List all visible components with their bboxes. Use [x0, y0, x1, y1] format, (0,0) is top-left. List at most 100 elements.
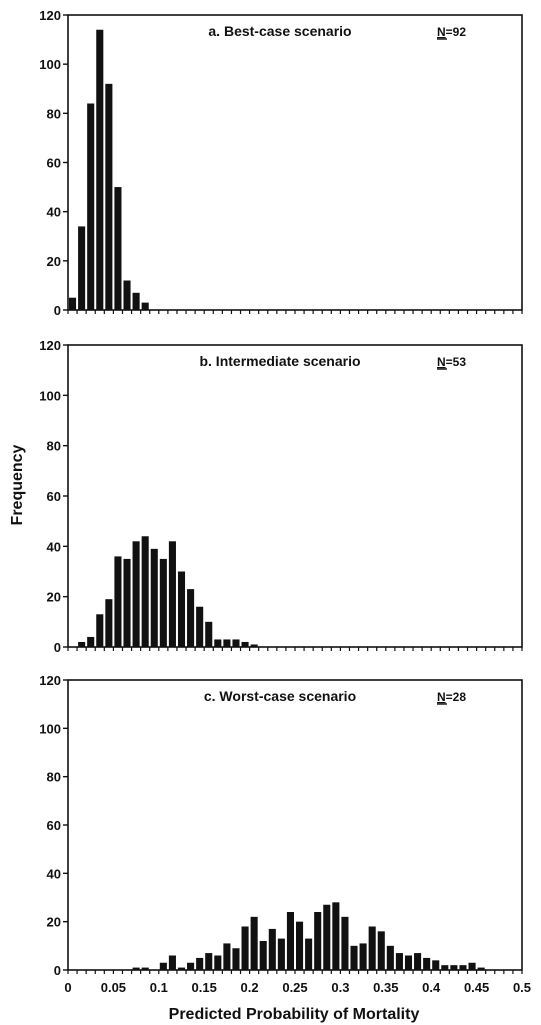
histogram-bar	[223, 639, 231, 647]
histogram-bar	[123, 280, 131, 310]
histogram-bar	[205, 621, 213, 647]
y-tick-label: 120	[39, 338, 61, 353]
histogram-bar	[141, 302, 149, 310]
histogram-bar	[377, 931, 385, 970]
histogram-bar	[359, 943, 367, 970]
y-tick-label: 20	[47, 915, 61, 930]
histogram-bar	[232, 639, 240, 647]
y-tick-label: 80	[47, 106, 61, 121]
histogram-bar	[241, 641, 249, 647]
histogram-bar	[395, 953, 403, 970]
histogram-bar	[132, 292, 140, 310]
histogram-bar	[214, 639, 222, 647]
histogram-bar	[114, 187, 122, 310]
histogram-bar	[141, 536, 149, 647]
histogram-bar	[105, 599, 113, 647]
histogram-bar	[187, 589, 195, 647]
panel-title: c. Worst-case scenario	[204, 688, 356, 704]
y-tick-label: 60	[47, 818, 61, 833]
n-label: N=53	[437, 355, 466, 369]
y-tick-label: 20	[47, 590, 61, 605]
histogram-bar	[177, 571, 186, 647]
x-axis-title: Predicted Probability of Mortality	[169, 1006, 420, 1023]
n-label: N=28	[437, 690, 466, 704]
histogram-bar	[250, 916, 258, 970]
panels: 0 20 40 60 80 100 120 a. Best-case scenario N=92…	[39, 8, 531, 995]
y-tick-label: 0	[54, 963, 61, 978]
y-tick-label: 0	[54, 303, 61, 318]
histogram-bar	[341, 916, 349, 970]
y-tick-label: 20	[47, 254, 61, 269]
panel-frame	[67, 14, 523, 311]
histogram-bar	[69, 297, 77, 310]
n-letter: N	[437, 690, 446, 704]
histogram-bar	[314, 912, 322, 970]
panel-frame	[67, 679, 523, 971]
x-tick-label: 0.4	[422, 980, 441, 995]
panel-a: 0 20 40 60 80 100 120 a. Best-case scenario N=92	[39, 8, 523, 318]
histogram-bar	[468, 962, 476, 970]
histogram-bar	[277, 938, 285, 970]
n-value: =53	[446, 355, 467, 369]
x-tick-label: 0.45	[464, 980, 489, 995]
histogram-bar	[459, 965, 467, 970]
histogram-bar	[96, 614, 104, 647]
y-tick-label: 40	[47, 866, 61, 881]
n-letter: N	[437, 25, 446, 39]
y-tick-label: 60	[47, 156, 61, 171]
x-tick-label: 0.3	[331, 980, 349, 995]
y-tick-label: 120	[39, 8, 61, 23]
y-tick-label: 40	[47, 205, 61, 220]
y-tick-label: 80	[47, 439, 61, 454]
y-tick-label: 60	[47, 489, 61, 504]
n-value: =28	[446, 690, 467, 704]
histogram-bar	[404, 955, 413, 970]
x-tick-label: 0.15	[192, 980, 217, 995]
histogram-bar	[432, 960, 440, 970]
histogram-bar	[386, 945, 394, 970]
histogram-bar	[441, 965, 449, 970]
n-letter: N	[437, 355, 446, 369]
histogram-bar	[350, 945, 358, 970]
histogram-bar	[368, 926, 376, 970]
histogram-bar	[159, 558, 167, 647]
y-tick-label: 80	[47, 770, 61, 785]
histogram-bar	[323, 904, 331, 970]
histogram-bar	[168, 541, 176, 647]
histogram-bar	[414, 953, 422, 970]
histogram-bar	[177, 967, 186, 970]
histogram-bar	[423, 957, 431, 970]
y-axis-title: Frequency	[9, 444, 26, 525]
x-tick-label: 0.5	[513, 980, 531, 995]
histogram-bar	[132, 967, 140, 970]
histogram-bar	[87, 636, 95, 647]
panel-title: b. Intermediate scenario	[199, 353, 360, 369]
histogram-bar	[196, 606, 204, 647]
panel-b: 0 20 40 60 80 100 120 b. Intermediate scenario N…	[39, 338, 523, 655]
histogram-bar	[214, 955, 222, 970]
x-tick-label: 0	[64, 980, 71, 995]
y-tick-label: 120	[39, 673, 61, 688]
y-tick-label: 100	[39, 57, 61, 72]
histogram-bar	[87, 103, 95, 310]
histogram-bar	[250, 644, 258, 647]
n-label: N=92	[437, 25, 466, 39]
histogram-bar	[223, 943, 231, 970]
histogram-bar	[296, 921, 304, 970]
histogram-bar	[141, 967, 149, 970]
histogram-bar	[132, 541, 140, 647]
x-tick-label: 0.05	[101, 980, 126, 995]
histogram-bar	[450, 965, 458, 970]
histogram-bar	[150, 548, 158, 647]
histogram-bar	[305, 938, 313, 970]
y-tick-label: 40	[47, 539, 61, 554]
x-tick-label: 0.25	[282, 980, 307, 995]
histogram-bar	[123, 558, 131, 647]
histogram-bar	[268, 928, 276, 970]
histogram-bar	[105, 83, 113, 310]
x-tick-label: 0.35	[373, 980, 398, 995]
histogram-bar	[241, 926, 249, 970]
histogram-bar	[205, 953, 213, 970]
panel-title: a. Best-case scenario	[208, 23, 351, 39]
